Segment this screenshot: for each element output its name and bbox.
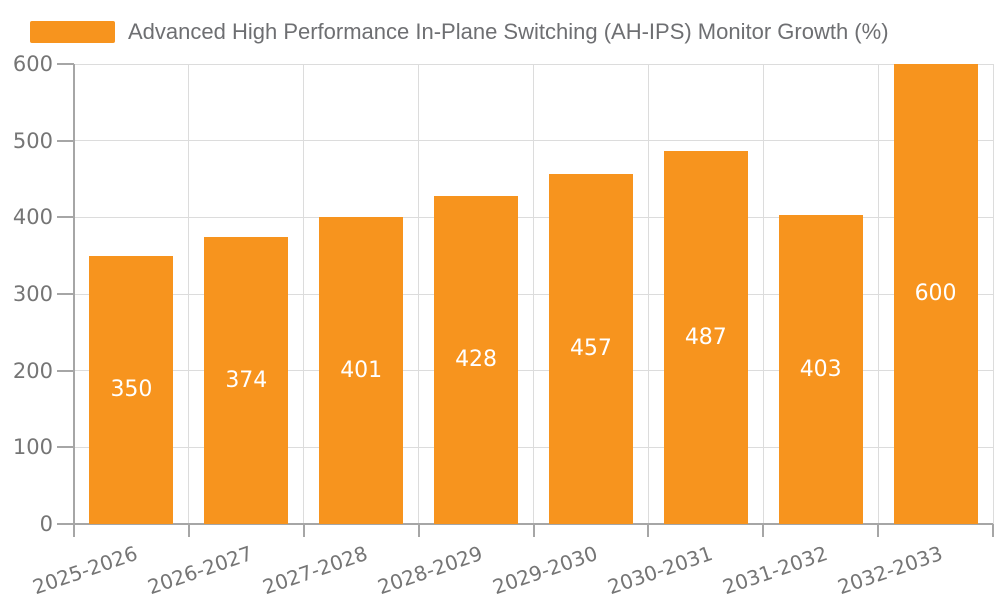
horizontal-gridline	[74, 293, 993, 295]
y-tick-label: 0	[39, 512, 53, 536]
x-axis-tick	[877, 524, 880, 537]
bar: 487	[663, 151, 748, 524]
y-axis-tick	[57, 446, 74, 449]
y-tick-label: 300	[12, 282, 53, 306]
bar-value-label: 457	[569, 336, 612, 361]
bar-value-label: 428	[455, 347, 498, 372]
bar: 457	[548, 174, 633, 524]
y-axis-tick	[57, 63, 74, 65]
bar: 403	[778, 215, 863, 524]
bar-value-label: 374	[225, 367, 268, 393]
bar-value-label: 401	[340, 357, 383, 383]
y-axis-tick	[57, 369, 74, 372]
y-tick-label: 500	[12, 128, 53, 153]
x-axis-line	[57, 523, 993, 525]
vertical-gridline	[992, 64, 994, 524]
x-axis-tick	[302, 524, 305, 537]
legend-item[interactable]: Advanced High Performance In-Plane Switc…	[30, 21, 889, 43]
x-axis-tick	[992, 524, 994, 537]
x-axis-tick	[187, 524, 190, 537]
bar-value-label: 350	[110, 377, 153, 402]
legend-swatch	[30, 21, 115, 43]
horizontal-gridline	[74, 370, 993, 372]
horizontal-gridline	[74, 446, 993, 448]
bar: 401	[319, 217, 404, 524]
y-tick-label: 200	[12, 358, 53, 383]
y-tick-label: 600	[12, 52, 53, 76]
bar: 428	[434, 196, 519, 524]
y-axis-line	[73, 64, 75, 537]
y-axis-tick	[57, 139, 74, 142]
horizontal-gridline	[74, 140, 993, 142]
bar: 600	[893, 64, 978, 524]
x-axis-tick	[532, 524, 535, 537]
horizontal-gridline	[74, 216, 993, 218]
bar-value-label: 403	[799, 356, 842, 382]
x-axis-tick	[647, 524, 650, 537]
bar: 350	[89, 256, 174, 524]
horizontal-gridline	[74, 63, 993, 65]
y-tick-label: 400	[12, 205, 53, 230]
bar-value-label: 487	[684, 324, 727, 350]
x-axis-tick	[762, 524, 765, 537]
x-axis-tick	[417, 524, 420, 537]
bar-value-label: 600	[914, 281, 957, 306]
y-tick-label: 100	[12, 435, 53, 460]
legend-label: Advanced High Performance In-Plane Switc…	[128, 19, 889, 44]
y-axis-tick	[57, 216, 74, 219]
bar: 374	[204, 237, 289, 524]
y-axis-tick	[57, 293, 74, 295]
